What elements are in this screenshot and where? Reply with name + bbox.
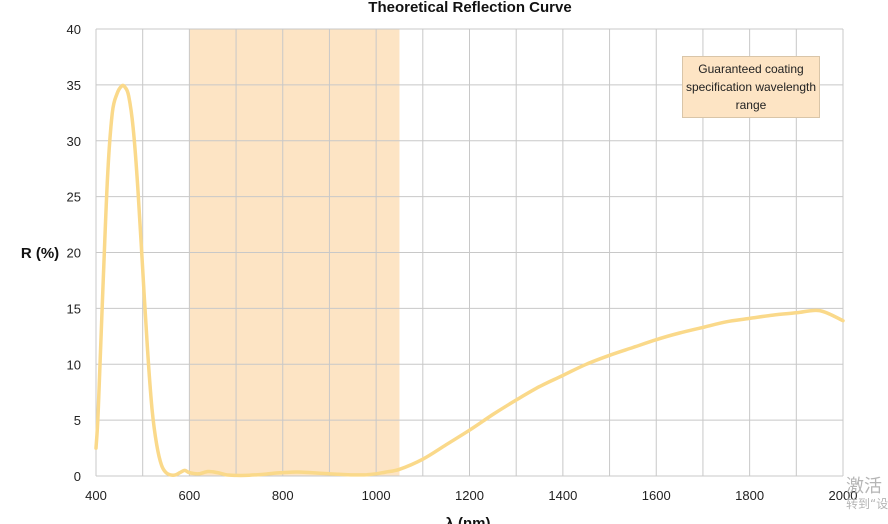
watermark-sub: 转到“设 <box>846 497 888 511</box>
watermark-main: 激活 <box>846 476 882 497</box>
x-tick-label: 1800 <box>735 488 764 503</box>
x-tick-label: 1200 <box>455 488 484 503</box>
x-tick-label: 1600 <box>642 488 671 503</box>
y-tick-label: 40 <box>67 22 81 37</box>
x-axis-label: λ (nm) <box>446 515 491 524</box>
coating-range-legend: Guaranteed coating specification wavelen… <box>682 56 820 118</box>
legend-text: Guaranteed coating specification wavelen… <box>685 62 817 112</box>
x-tick-label: 1400 <box>548 488 577 503</box>
y-tick-label: 30 <box>67 134 81 149</box>
y-tick-label: 10 <box>67 357 81 372</box>
y-tick-label: 5 <box>74 413 81 428</box>
y-tick-label: 15 <box>67 301 81 316</box>
x-tick-label: 1000 <box>362 488 391 503</box>
y-tick-label: 20 <box>67 246 81 261</box>
y-tick-label: 0 <box>74 469 81 484</box>
y-tick-label: 25 <box>67 190 81 205</box>
x-tick-label: 400 <box>85 488 107 503</box>
y-axis-label: R (%) <box>21 245 59 262</box>
x-tick-label: 600 <box>179 488 201 503</box>
y-tick-label: 35 <box>67 78 81 93</box>
x-tick-label: 800 <box>272 488 294 503</box>
activation-watermark: 激活 转到“设 <box>846 476 888 511</box>
x-tick-label: 2000 <box>829 488 858 503</box>
chart-title: Theoretical Reflection Curve <box>368 0 571 16</box>
reflection-series-line <box>94 83 845 478</box>
